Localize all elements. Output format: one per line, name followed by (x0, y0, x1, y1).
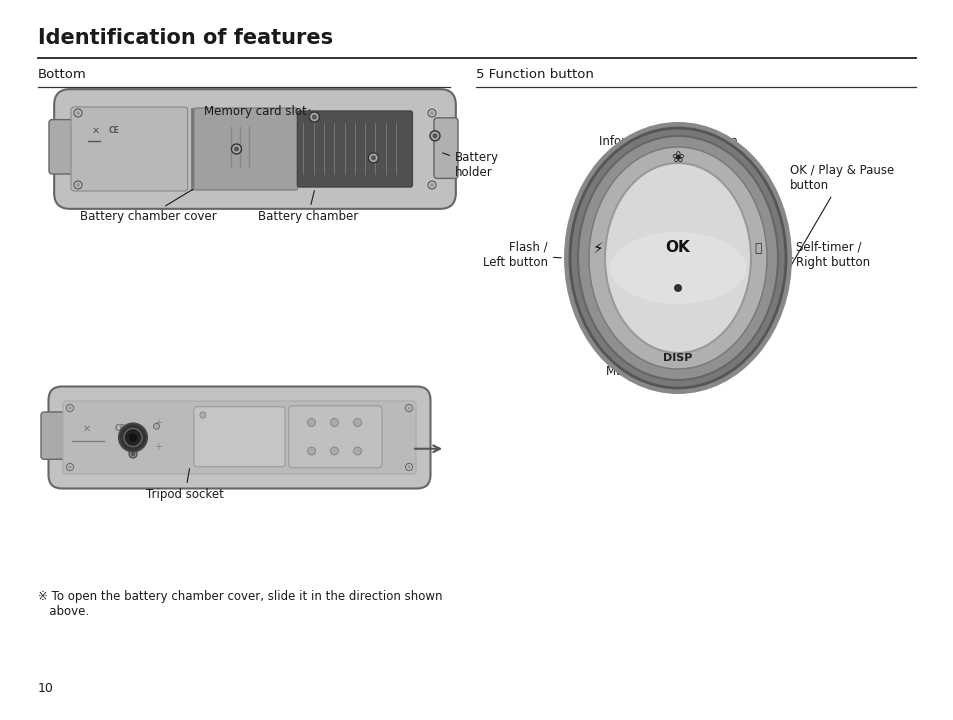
FancyBboxPatch shape (434, 118, 457, 179)
Circle shape (307, 418, 315, 426)
Circle shape (330, 447, 338, 455)
Text: CE: CE (109, 126, 119, 135)
Circle shape (153, 423, 159, 429)
Circle shape (129, 433, 137, 441)
Circle shape (74, 109, 82, 117)
Circle shape (232, 144, 241, 154)
Text: Self-timer /
Right button: Self-timer / Right button (791, 241, 869, 269)
Text: Battery
holder: Battery holder (442, 151, 498, 179)
Circle shape (405, 405, 412, 412)
Text: ✕: ✕ (83, 423, 91, 433)
Circle shape (371, 156, 375, 161)
Circle shape (405, 464, 412, 470)
Circle shape (124, 428, 142, 446)
Text: OK: OK (665, 240, 690, 256)
Circle shape (430, 131, 439, 141)
Circle shape (74, 181, 82, 189)
Text: +: + (153, 418, 162, 428)
FancyBboxPatch shape (193, 108, 297, 190)
Ellipse shape (609, 232, 745, 304)
Text: CE: CE (114, 424, 125, 433)
Circle shape (428, 109, 436, 117)
Circle shape (76, 111, 80, 115)
Ellipse shape (563, 122, 791, 394)
Circle shape (407, 465, 411, 469)
Circle shape (354, 447, 361, 455)
FancyBboxPatch shape (193, 407, 285, 467)
Ellipse shape (604, 163, 750, 353)
Text: Bottom: Bottom (38, 68, 87, 81)
Ellipse shape (578, 136, 778, 380)
Circle shape (312, 114, 316, 120)
Text: DISP: DISP (662, 353, 692, 363)
FancyBboxPatch shape (41, 412, 65, 459)
Circle shape (368, 153, 378, 163)
Circle shape (233, 146, 239, 151)
Text: Tripod socket: Tripod socket (146, 469, 224, 501)
Text: ❀: ❀ (671, 150, 683, 166)
Text: Flash /
Left button: Flash / Left button (482, 241, 560, 269)
Text: ✕: ✕ (92, 126, 100, 136)
Text: Battery chamber: Battery chamber (257, 191, 357, 223)
FancyBboxPatch shape (297, 111, 412, 187)
Text: Macro / Down button: Macro / Down button (606, 125, 729, 378)
Text: +: + (153, 441, 162, 451)
Circle shape (67, 405, 73, 412)
Text: ※ To open the battery chamber cover, slide it in the direction shown
   above.: ※ To open the battery chamber cover, sli… (38, 590, 442, 618)
FancyBboxPatch shape (63, 401, 416, 474)
Text: ⏻: ⏻ (754, 241, 760, 254)
Text: ⚡: ⚡ (592, 240, 602, 256)
Circle shape (307, 447, 315, 455)
Circle shape (76, 183, 80, 187)
Circle shape (354, 418, 361, 426)
Circle shape (68, 406, 71, 410)
Circle shape (67, 464, 73, 470)
FancyBboxPatch shape (49, 387, 430, 488)
FancyBboxPatch shape (49, 120, 73, 174)
FancyBboxPatch shape (54, 89, 456, 209)
Circle shape (428, 181, 436, 189)
Circle shape (68, 465, 71, 469)
Circle shape (407, 406, 411, 410)
Text: Memory card slot: Memory card slot (203, 105, 310, 118)
FancyBboxPatch shape (289, 406, 381, 468)
Circle shape (330, 418, 338, 426)
Circle shape (119, 423, 147, 451)
Text: Battery chamber cover: Battery chamber cover (79, 189, 216, 223)
Text: Information / Up button: Information / Up button (598, 135, 737, 391)
Text: 5 Function button: 5 Function button (476, 68, 594, 81)
Circle shape (200, 412, 206, 418)
Circle shape (309, 112, 319, 122)
Circle shape (129, 450, 137, 458)
Text: Identification of features: Identification of features (38, 28, 333, 48)
Circle shape (131, 452, 135, 456)
Circle shape (430, 183, 434, 187)
Ellipse shape (569, 128, 785, 388)
FancyBboxPatch shape (71, 107, 188, 191)
Text: OK / Play & Pause
button: OK / Play & Pause button (754, 164, 893, 327)
Circle shape (430, 111, 434, 115)
Circle shape (673, 284, 681, 292)
Text: 10: 10 (38, 682, 53, 695)
Ellipse shape (588, 147, 766, 369)
Circle shape (432, 133, 437, 138)
